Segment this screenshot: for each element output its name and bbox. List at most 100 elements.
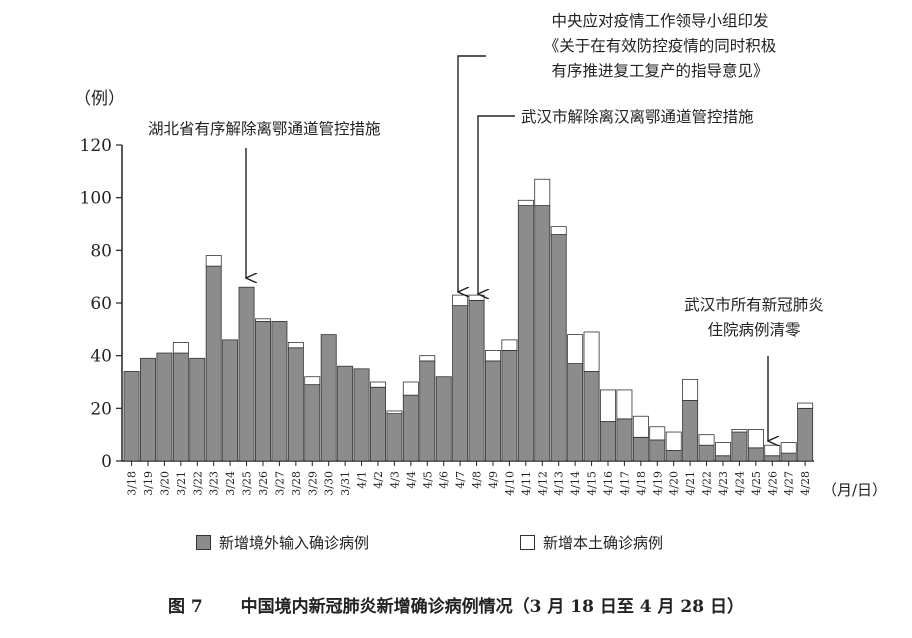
bar-foreign	[632, 436, 649, 462]
legend-local: 新增本土确诊病例	[520, 532, 663, 553]
x-tick-label: 4/28	[799, 471, 812, 496]
bar-foreign	[337, 365, 354, 462]
bar-local	[747, 428, 764, 449]
legend-local-swatch	[520, 535, 535, 550]
bar-foreign	[320, 334, 337, 462]
bar-foreign	[255, 321, 271, 462]
bar-foreign	[550, 234, 567, 462]
bar-foreign	[452, 305, 469, 462]
bar-local	[567, 334, 584, 364]
x-tick-label: 3/31	[339, 471, 352, 496]
bar-foreign	[419, 360, 436, 462]
bar-foreign	[534, 205, 551, 462]
x-tick-label: 4/6	[438, 471, 451, 489]
bar-foreign	[287, 347, 304, 462]
bar-local	[287, 342, 304, 349]
x-tick-label: 3/18	[126, 471, 139, 496]
bar-foreign	[731, 431, 748, 462]
annotation-text: 有序推进复工复产的指导意见》	[551, 61, 768, 80]
x-tick-label: 3/26	[257, 471, 270, 496]
annotations: 湖北省有序解除离鄂通道管控措施 中央应对疫情工作领导小组印发《关于在有效防控疫情的…	[148, 11, 824, 441]
x-tick-label: 4/14	[569, 471, 582, 496]
y-tick-label: 40	[90, 347, 112, 367]
x-tick-label: 3/20	[158, 471, 171, 496]
bar-foreign	[583, 371, 600, 462]
bar-chart: 0 20 40 60 80 100 120 （例） 3/18 3/19 3/20 3/21 3/22 3/…	[74, 11, 887, 499]
legend-foreign-label: 新增境外输入确诊病例	[219, 534, 370, 552]
bar-foreign	[682, 400, 699, 462]
bar-foreign	[665, 450, 682, 462]
x-tick-label: 4/2	[372, 471, 385, 489]
axes: 0 20 40 60 80 100 120 （例） 3/18 3/19 3/20 3/21 3/22 3/…	[74, 89, 887, 499]
bar-local	[682, 378, 699, 401]
bar-foreign	[304, 384, 321, 462]
x-tick-label: 4/15	[586, 471, 599, 496]
bar-foreign	[715, 455, 731, 462]
bar-local	[468, 294, 485, 301]
x-tick-label: 4/26	[766, 471, 779, 496]
x-tick-label: 3/23	[208, 471, 221, 496]
y-unit-label: （例）	[74, 89, 125, 109]
x-tick-label: 4/25	[750, 471, 763, 496]
bar-local	[534, 178, 551, 206]
bar-foreign	[140, 357, 156, 462]
figure-title: 中国境内新冠肺炎新增确诊病例情况（3 月 18 日至 4 月 28 日）	[240, 597, 744, 617]
bar-local	[550, 226, 567, 235]
bar-foreign	[156, 352, 173, 462]
bar-foreign	[764, 455, 781, 462]
bar-local	[205, 255, 222, 267]
bar-foreign	[435, 376, 452, 462]
bar-foreign	[780, 452, 797, 462]
bar-foreign	[353, 368, 370, 462]
bar-local	[304, 376, 321, 386]
x-tick-label: 4/27	[783, 471, 796, 496]
x-tick-label: 4/10	[503, 471, 516, 496]
bar-local	[715, 442, 731, 457]
annotation-text: 住院病例清零	[707, 320, 801, 339]
bar-foreign	[370, 386, 386, 462]
annotation-text: 武汉市解除离汉离鄂通道管控措施	[521, 108, 754, 126]
bar-local	[517, 199, 534, 206]
annotation-text: 武汉市所有新冠肺炎	[684, 296, 824, 314]
bar-foreign	[222, 339, 239, 462]
y-tick-label: 20	[90, 399, 112, 419]
x-tick-label: 3/30	[323, 471, 336, 496]
x-tick-label: 3/19	[142, 471, 155, 496]
x-tick-label: 4/18	[635, 471, 648, 496]
figure-number: 图 7	[168, 597, 203, 617]
bar-foreign	[517, 205, 534, 462]
bar-foreign	[797, 407, 814, 462]
bar-local	[780, 442, 797, 454]
x-tick-label: 4/22	[701, 471, 714, 496]
annotation-text: 湖北省有序解除离鄂通道管控措施	[148, 120, 381, 138]
bar-local	[600, 389, 616, 422]
x-tick-label: 3/24	[224, 471, 237, 496]
x-tick-label: 4/1	[356, 471, 369, 489]
bar-local	[698, 434, 715, 446]
x-tick-label: 4/11	[520, 471, 533, 496]
legend-local-label: 新增本土确诊病例	[543, 534, 664, 552]
legend-foreign-swatch	[196, 535, 211, 550]
x-tick-label: 3/21	[175, 471, 188, 496]
x-tick-label: 4/17	[618, 471, 631, 496]
x-tick-label: 4/23	[717, 471, 730, 496]
bar-local	[485, 349, 501, 362]
y-tick-label: 60	[90, 294, 112, 314]
bar-foreign	[698, 444, 715, 462]
bar-foreign	[485, 360, 501, 462]
x-tick-label: 4/24	[733, 471, 746, 496]
x-tick-label: 3/28	[290, 471, 303, 496]
bar-local	[419, 355, 436, 362]
bar-local	[386, 410, 403, 415]
x-tick-label: 3/25	[241, 471, 254, 496]
x-tick-label: 4/4	[405, 471, 418, 489]
bar-foreign	[501, 349, 518, 462]
x-tick-label: 3/29	[306, 471, 319, 496]
figure-caption: 图 7 中国境内新冠肺炎新增确诊病例情况（3 月 18 日至 4 月 28 日）	[0, 592, 912, 617]
bars	[123, 178, 814, 462]
bar-local	[172, 342, 189, 354]
bar-foreign	[172, 352, 189, 462]
x-tick-label: 3/27	[273, 471, 286, 496]
bar-local	[402, 381, 419, 396]
y-tick-label: 80	[90, 241, 112, 261]
